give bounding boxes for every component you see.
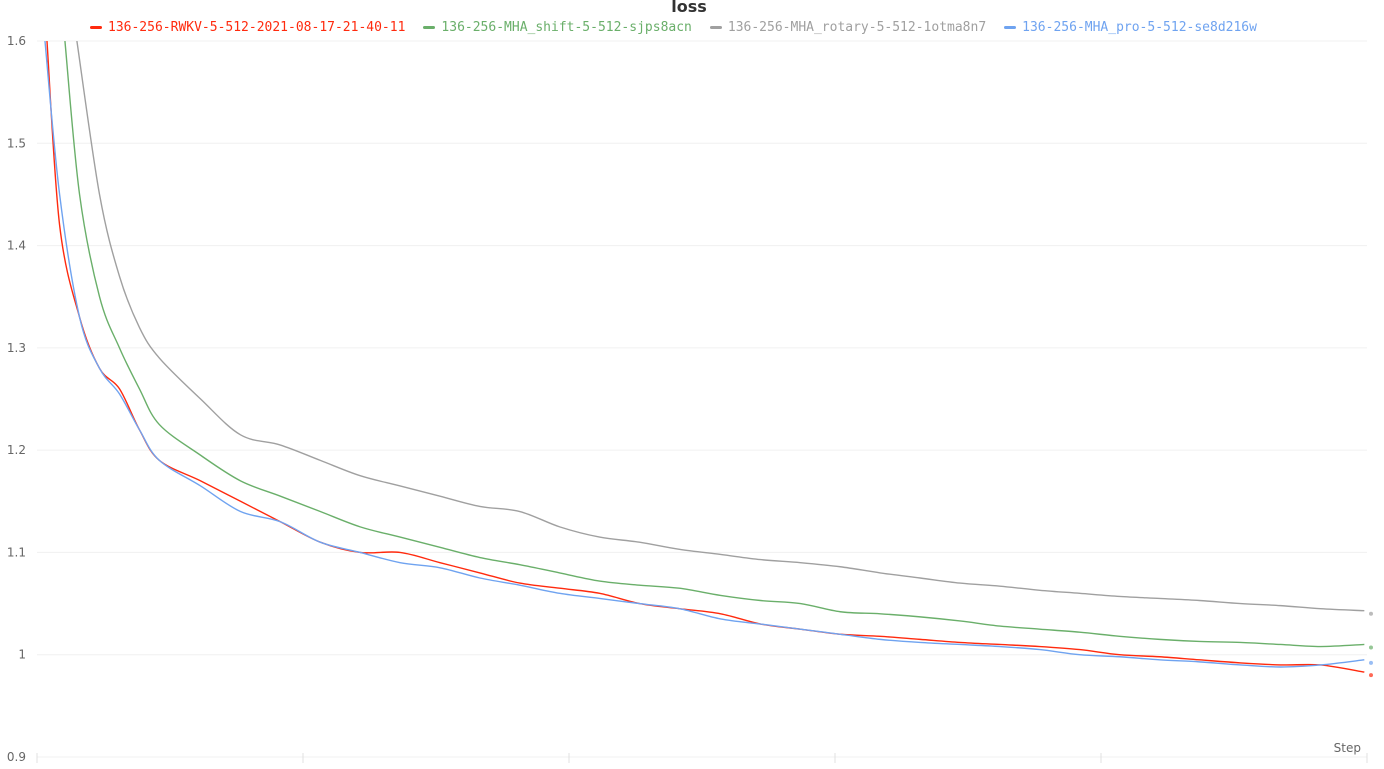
legend: 136-256-RWKV-5-512-2021-08-17-21-40-11 13… [90,20,1257,35]
y-tick-label: 1.4 [7,239,26,253]
legend-swatch [1004,26,1017,29]
y-tick-label: 1.3 [7,341,26,355]
legend-swatch [90,26,102,29]
legend-item[interactable]: 136-256-RWKV-5-512-2021-08-17-21-40-11 [90,20,405,35]
chart-title: loss [671,0,707,16]
legend-label: 136-256-MHA_rotary-5-512-1otma8n7 [727,20,987,35]
series-line-1 [64,41,1365,648]
legend-item[interactable]: 136-256-MHA_pro-5-512-se8d216w [1004,20,1257,35]
series-end-marker-2 [1369,611,1373,616]
series-end-marker-3 [1369,660,1373,665]
y-tick-label: 1.2 [7,443,26,457]
y-tick-label: 0.9 [7,750,26,764]
legend-item[interactable]: 136-256-MHA_shift-5-512-sjps8acn [423,20,692,35]
legend-label: 136-256-MHA_pro-5-512-se8d216w [1022,20,1257,35]
series-line-2 [76,41,1365,612]
legend-label: 136-256-MHA_shift-5-512-sjps8acn [441,20,692,35]
legend-swatch [709,26,722,29]
series-end-marker-0 [1369,673,1373,678]
legend-swatch [423,26,436,29]
y-tick-label: 1.5 [7,136,26,150]
series-line-3 [44,41,1365,668]
y-tick-label: 1 [18,648,26,662]
legend-item[interactable]: 136-256-MHA_rotary-5-512-1otma8n7 [709,20,987,35]
x-axis-label: Step [1334,741,1361,755]
y-tick-label: 1.1 [7,545,26,559]
series-end-marker-1 [1369,645,1373,650]
legend-label: 136-256-RWKV-5-512-2021-08-17-21-40-11 [108,20,406,35]
y-tick-label: 1.6 [7,34,26,48]
series-line-0 [46,41,1365,673]
